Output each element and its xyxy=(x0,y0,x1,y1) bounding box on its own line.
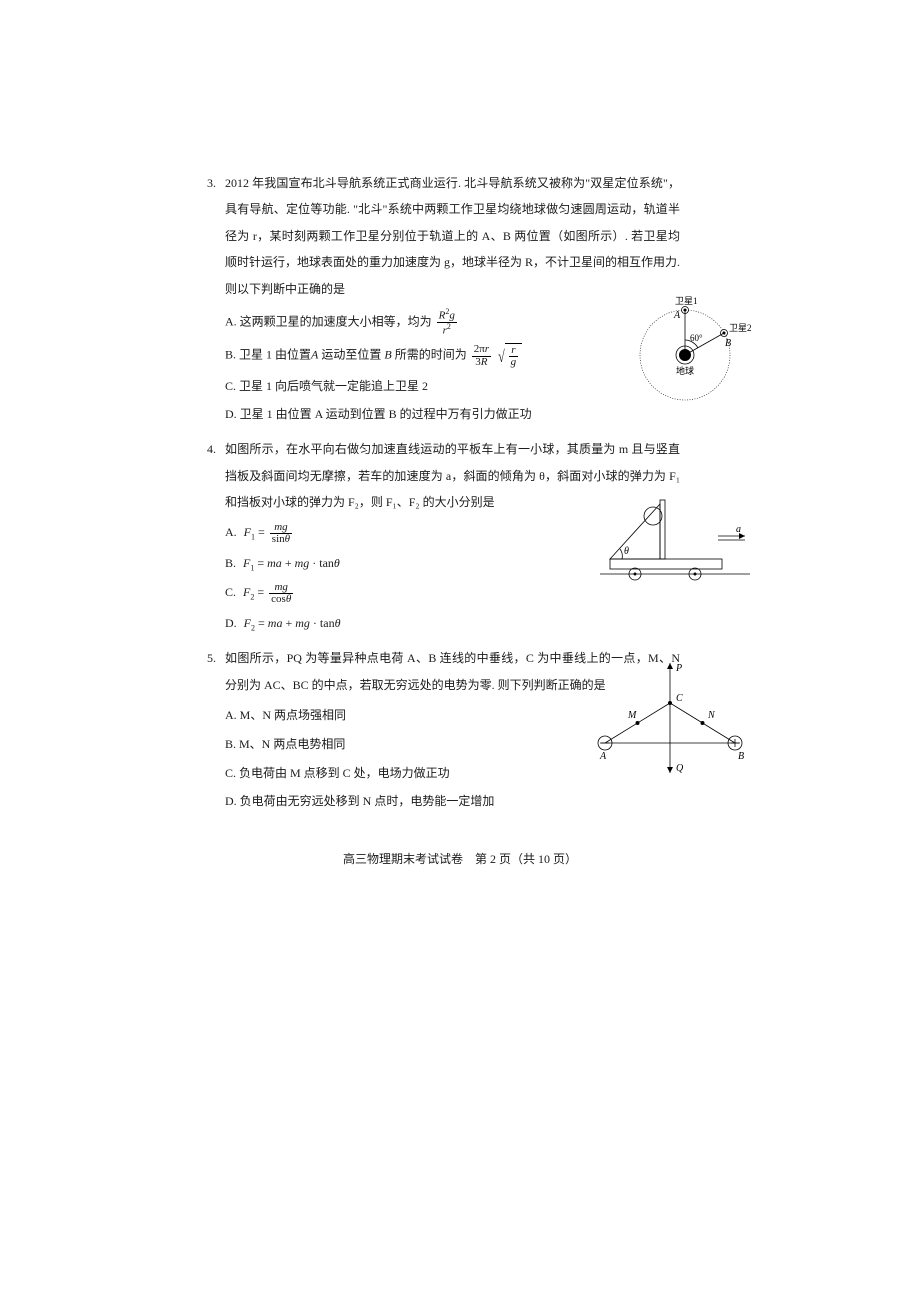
q5-figure-charges: P Q A B C M N xyxy=(590,663,750,773)
svg-text:P: P xyxy=(675,663,682,674)
svg-text:M: M xyxy=(627,710,637,721)
q5-number: 5. xyxy=(207,645,216,671)
question-4: 4. 如图所示，在水平向右做匀加速直线运动的平板车上有一小球，其质量为 m 且与… xyxy=(225,436,680,635)
q3-option-A: A. 这两颗卫星的加速度大小相等，均为 R2gr2 xyxy=(225,308,680,337)
question-5: 5. 如图所示，PQ 为等量异种点电荷 A、B 连线的中垂线，C 为中垂线上的一… xyxy=(225,645,680,813)
q4-option-C: C. F2 = mgcosθ xyxy=(225,581,680,605)
svg-text:地球: 地球 xyxy=(676,365,694,376)
svg-text:B: B xyxy=(725,338,731,349)
q4-figure-cart: θ a xyxy=(600,494,750,584)
svg-text:A: A xyxy=(599,751,607,762)
q4-option-D: D. F2 = ma + mg · tanθ xyxy=(225,612,680,636)
q3-option-C: C. 卫星 1 向后喷气就一定能追上卫星 2 xyxy=(225,375,680,398)
svg-text:卫星2: 卫星2 xyxy=(729,323,752,333)
svg-text:60°: 60° xyxy=(690,333,703,343)
svg-text:θ: θ xyxy=(624,546,629,557)
q3-A-text: A. 这两颗卫星的加速度大小相等，均为 xyxy=(225,314,432,328)
page-footer: 高三物理期末考试试卷 第 2 页（共 10 页） xyxy=(0,846,920,872)
svg-text:A: A xyxy=(673,310,681,321)
svg-text:Q: Q xyxy=(676,763,684,774)
q3-option-B: B. 卫星 1 由位置A 运动至位置 B 所需的时间为 2πr3R √rg xyxy=(225,343,680,368)
q3-number: 3. xyxy=(207,170,216,196)
q4-number: 4. xyxy=(207,436,216,462)
q3-B-p2: 运动至位置 xyxy=(318,348,384,362)
svg-text:卫星1: 卫星1 xyxy=(675,296,698,306)
q3-stem: 2012 年我国宣布北斗导航系统正式商业运行. 北斗导航系统又被称为"双星定位系… xyxy=(225,170,680,302)
svg-text:N: N xyxy=(707,710,716,721)
svg-text:C: C xyxy=(676,693,683,704)
q3-option-D: D. 卫星 1 由位置 A 运动到位置 B 的过程中万有引力做正功 xyxy=(225,403,680,426)
q5-option-D: D. 负电荷由无穷远处移到 N 点时，电势能一定增加 xyxy=(225,790,680,813)
svg-text:B: B xyxy=(738,751,744,762)
q3-figure-orbit: 卫星1 卫星2 A B 60° 地球 xyxy=(630,300,750,420)
exam-page: 3. 2012 年我国宣布北斗导航系统正式商业运行. 北斗导航系统又被称为"双星… xyxy=(0,0,920,1302)
q3-B-p3: 所需的时间为 xyxy=(392,348,467,362)
q3-B-p1: B. 卫星 1 由位置 xyxy=(225,348,311,362)
question-3: 3. 2012 年我国宣布北斗导航系统正式商业运行. 北斗导航系统又被称为"双星… xyxy=(225,170,680,426)
svg-text:a: a xyxy=(736,524,741,535)
